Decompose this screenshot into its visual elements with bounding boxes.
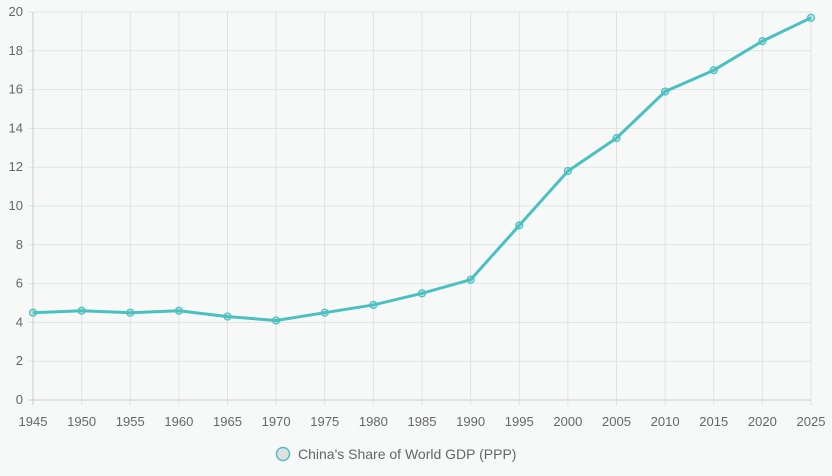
x-tick-label: 2010 <box>651 414 680 429</box>
y-tick-label: 16 <box>9 82 23 97</box>
data-point <box>28 308 38 317</box>
data-point <box>563 166 572 176</box>
y-tick-label: 8 <box>16 237 23 252</box>
data-point <box>661 87 670 96</box>
x-tick-label: 2000 <box>553 414 582 429</box>
y-tick-label: 14 <box>9 120 23 135</box>
x-tick-label: 1965 <box>213 414 242 429</box>
y-tick-label: 2 <box>16 353 23 368</box>
data-point <box>126 308 135 317</box>
y-tick-label: 6 <box>16 276 23 291</box>
series-line <box>32 16 812 322</box>
data-point <box>369 300 378 310</box>
y-tick-label: 20 <box>9 4 23 19</box>
data-point <box>223 312 232 321</box>
x-tick-label: 2025 <box>797 414 826 429</box>
x-tick-label: 1990 <box>456 414 485 429</box>
legend-label: China's Share of World GDP (PPP) <box>298 446 516 462</box>
data-point <box>709 66 718 75</box>
x-tick-label: 1945 <box>19 414 48 429</box>
data-point <box>758 36 767 46</box>
y-tick-label: 18 <box>9 43 23 58</box>
x-tick-label: 1970 <box>262 414 291 429</box>
x-tick-label: 1995 <box>505 414 534 429</box>
y-tick-label: 0 <box>16 392 23 407</box>
data-point <box>77 306 86 315</box>
y-tick-label: 12 <box>9 159 23 174</box>
x-tick-label: 2015 <box>699 414 728 429</box>
data-point <box>806 13 816 22</box>
x-tick-label: 1955 <box>116 414 145 429</box>
x-tick-label: 1960 <box>164 414 193 429</box>
y-tick-label: 10 <box>9 198 23 213</box>
data-point <box>466 275 475 284</box>
data-point <box>417 289 427 298</box>
data-point <box>612 134 621 143</box>
legend-marker <box>275 446 291 462</box>
data-point <box>320 308 329 317</box>
x-tick-label: 2005 <box>602 414 631 429</box>
x-tick-label: 2020 <box>748 414 777 429</box>
x-tick-label: 1980 <box>359 414 388 429</box>
y-tick-label: 4 <box>16 314 23 329</box>
data-point <box>272 316 281 325</box>
data-point <box>515 221 524 230</box>
x-tick-label: 1950 <box>67 414 96 429</box>
data-point <box>174 306 183 315</box>
x-tick-label: 1985 <box>408 414 437 429</box>
x-tick-label: 1975 <box>310 414 339 429</box>
